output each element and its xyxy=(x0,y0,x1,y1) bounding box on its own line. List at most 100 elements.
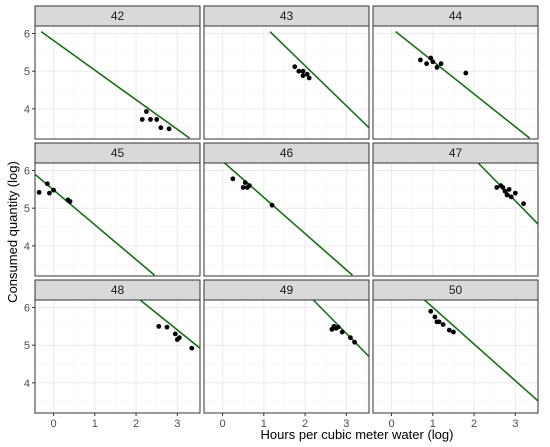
panel-border xyxy=(203,162,370,277)
facet-label: 46 xyxy=(280,146,294,160)
data-point xyxy=(521,201,526,207)
data-point xyxy=(172,331,178,337)
data-point xyxy=(440,322,446,327)
data-point xyxy=(154,117,160,122)
gridlines xyxy=(373,163,538,276)
panel-border xyxy=(34,299,201,414)
data-point xyxy=(296,68,302,74)
facet-panel: 42 xyxy=(34,5,201,140)
y-tick-label: 5 xyxy=(24,203,30,215)
facet-label: 48 xyxy=(111,283,125,297)
gridlines xyxy=(35,26,200,139)
data-point xyxy=(246,183,252,189)
data-point xyxy=(432,314,438,320)
y-tick-label: 4 xyxy=(24,378,30,390)
x-tick-label: 3 xyxy=(512,418,518,430)
plot-area xyxy=(35,163,200,276)
data-point xyxy=(158,125,164,131)
facet-panel: 46 xyxy=(203,142,370,277)
x-tick-label: 3 xyxy=(343,418,349,430)
y-tick-label: 5 xyxy=(24,66,30,78)
data-point xyxy=(67,199,73,204)
facet-label: 45 xyxy=(111,146,125,160)
panels-layer: 42 43 44 45 46 47 48 49 50 xyxy=(34,5,539,414)
data-point xyxy=(300,73,306,79)
x-tick-label: 2 xyxy=(133,418,139,430)
data-point xyxy=(504,192,510,198)
facet-panel: 48 xyxy=(34,279,201,414)
fit-line xyxy=(269,31,369,129)
gridlines xyxy=(373,26,538,139)
y-axis-ticks: 4 5 6 4 5 6 4 5 6 xyxy=(24,29,35,390)
data-point xyxy=(512,190,518,196)
data-point xyxy=(446,327,452,333)
x-tick-label: 3 xyxy=(174,418,180,430)
gridlines xyxy=(204,300,369,413)
panel-border xyxy=(372,25,539,140)
data-point xyxy=(189,345,195,351)
y-tick-label: 4 xyxy=(24,241,30,253)
data-point xyxy=(47,190,52,196)
panel-border xyxy=(34,25,201,140)
panel-border xyxy=(203,25,370,140)
data-point xyxy=(428,308,434,314)
data-point xyxy=(430,59,436,65)
x-tick-label: 1 xyxy=(92,418,98,430)
facet-label: 43 xyxy=(280,9,294,23)
data-point xyxy=(451,329,456,335)
y-tick-label: 6 xyxy=(24,166,30,178)
x-tick-label: 2 xyxy=(471,418,477,430)
panel-border xyxy=(34,162,201,277)
facet-label: 50 xyxy=(449,283,463,297)
fit-line xyxy=(40,31,191,139)
x-tick-label: 0 xyxy=(389,418,395,430)
data-point xyxy=(51,187,56,193)
facet-panel: 47 xyxy=(372,142,539,277)
data-point xyxy=(306,75,312,81)
data-point xyxy=(139,117,145,122)
plot-area xyxy=(204,163,369,276)
plot-area xyxy=(35,300,200,413)
gridlines xyxy=(373,300,538,413)
y-axis-title: Consumed quantity (log) xyxy=(5,161,20,303)
y-tick-label: 4 xyxy=(24,104,30,116)
gridlines xyxy=(35,163,200,276)
facet-label: 47 xyxy=(449,146,463,160)
data-point xyxy=(143,109,149,114)
facet-panel: 44 xyxy=(372,5,539,140)
gridlines xyxy=(204,26,369,139)
y-tick-label: 5 xyxy=(24,340,30,352)
facet-panel: 45 xyxy=(34,142,201,277)
fit-line xyxy=(312,300,369,358)
data-point xyxy=(436,319,442,325)
data-point xyxy=(242,180,248,185)
facet-label: 44 xyxy=(449,9,463,23)
data-point xyxy=(166,126,172,132)
facet-panel: 49 xyxy=(203,279,370,414)
fit-line xyxy=(395,31,531,139)
data-point xyxy=(304,71,310,77)
x-tick-label: 2 xyxy=(302,418,308,430)
facet-panel: 50 xyxy=(372,279,539,414)
data-point xyxy=(428,55,434,61)
data-point xyxy=(36,189,42,195)
data-point xyxy=(434,65,440,70)
plot-area xyxy=(35,26,200,139)
data-point xyxy=(506,186,512,192)
data-point xyxy=(500,185,506,190)
data-point xyxy=(339,329,345,335)
plot-area xyxy=(373,163,538,276)
x-axis-title: Hours per cubic meter water (log) xyxy=(261,427,454,442)
plot-area xyxy=(373,300,538,413)
x-axis-ticks: 0 1 2 3 0 1 2 3 0 1 2 3 xyxy=(51,413,518,430)
data-point xyxy=(502,188,508,194)
data-point xyxy=(156,323,162,329)
plot-area xyxy=(204,26,369,139)
facet-label: 49 xyxy=(280,283,294,297)
data-point xyxy=(44,181,50,187)
data-point xyxy=(148,117,153,122)
plot-area xyxy=(373,26,538,139)
x-tick-label: 0 xyxy=(51,418,57,430)
y-tick-label: 6 xyxy=(24,303,30,315)
